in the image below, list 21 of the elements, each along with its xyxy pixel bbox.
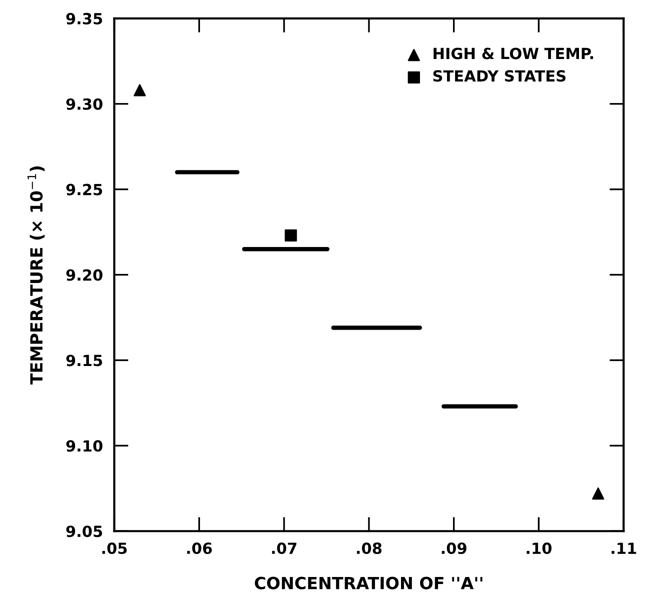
y-tick-label: 9.10 [66,440,102,452]
y-tick-label: 9.20 [66,269,102,281]
x-tick-label: .06 [187,542,212,554]
y-tick-label: 9.05 [66,526,102,538]
y-axis-title: TEMPERATURE (× 10$^{−1}$) [28,166,45,385]
x-tick-label: .08 [356,542,382,554]
point [284,229,297,242]
legend-label: HIGH & LOW TEMP. [434,48,594,60]
y-tick-label: 9.30 [66,98,102,110]
point [592,487,604,500]
y-tick-label: 9.35 [66,12,102,24]
point [134,84,146,96]
y-tick-label: 9.15 [66,354,102,366]
x-tick-label: .09 [442,542,466,554]
legend-label: STEADY STATES [433,70,566,82]
x-tick-label: .11 [612,542,636,554]
x-tick-label: .07 [272,542,296,554]
x-tick-label: .10 [526,542,552,554]
x-axis-title: CONCENTRATION OF ''A'' [254,576,482,590]
x-tick-label: .05 [102,542,127,554]
y-tick-label: 9.25 [66,184,102,196]
